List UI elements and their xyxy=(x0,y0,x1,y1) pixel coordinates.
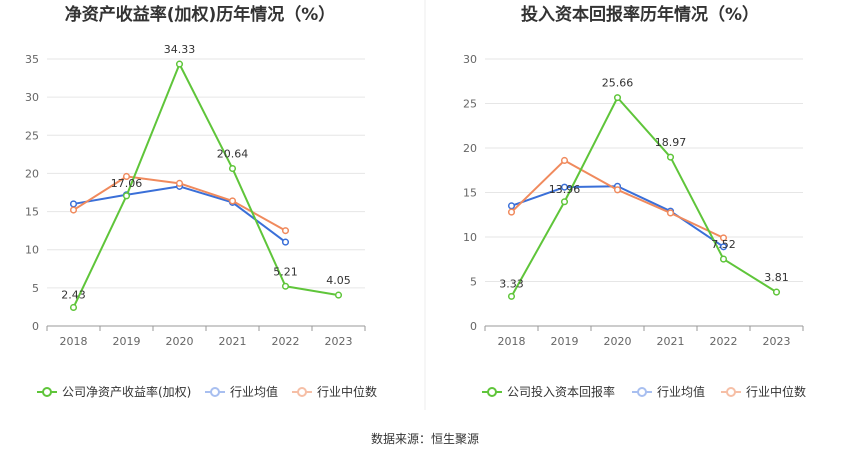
legend-item: 行业中位数 xyxy=(721,384,806,399)
data-label: 7.52 xyxy=(711,238,736,251)
series-line-company xyxy=(72,63,339,308)
legend-swatch-marker xyxy=(42,387,52,397)
legend-swatch-marker xyxy=(297,387,307,397)
y-tick-label: 10 xyxy=(25,244,39,257)
x-tick-label: 2022 xyxy=(710,335,738,348)
data-point xyxy=(69,303,78,312)
data-label: 17.06 xyxy=(111,177,143,190)
x-tick-label: 2018 xyxy=(498,335,526,348)
legend-swatch-marker xyxy=(726,387,736,397)
x-tick-label: 2023 xyxy=(325,335,353,348)
data-point xyxy=(122,192,131,200)
data-point xyxy=(560,156,569,165)
legend-label: 行业均值 xyxy=(657,384,705,399)
x-tick-label: 2021 xyxy=(657,335,685,348)
x-tick-label: 2020 xyxy=(604,335,632,348)
legend-item: 公司投入资本回报率 xyxy=(482,384,615,399)
data-point xyxy=(507,202,516,210)
legend-swatch-marker xyxy=(637,387,647,397)
x-tick-label: 2022 xyxy=(272,335,300,348)
y-tick-label: 10 xyxy=(463,231,477,244)
legend-item: 公司净资产收益率(加权) xyxy=(37,384,191,399)
x-tick-label: 2019 xyxy=(113,335,141,348)
y-tick-label: 5 xyxy=(32,282,39,295)
chart-title: 投入资本回报率历年情况（%） xyxy=(521,4,759,25)
data-point xyxy=(281,227,290,235)
data-point xyxy=(613,186,622,194)
x-tick-label: 2023 xyxy=(763,335,791,348)
y-tick-label: 25 xyxy=(463,98,477,111)
data-point xyxy=(175,179,184,187)
y-tick-label: 20 xyxy=(25,167,39,180)
y-tick-label: 30 xyxy=(463,53,477,66)
data-point xyxy=(560,183,569,191)
legend-label: 公司投入资本回报率 xyxy=(507,384,615,399)
x-tick-label: 2019 xyxy=(551,335,579,348)
legend-item: 行业均值 xyxy=(632,384,705,399)
data-label: 18.97 xyxy=(655,136,687,149)
data-point xyxy=(281,238,290,246)
data-point xyxy=(281,282,290,290)
x-tick-label: 2020 xyxy=(166,335,194,348)
legend-swatch-marker xyxy=(210,387,220,397)
data-label: 20.64 xyxy=(217,148,249,161)
y-tick-label: 5 xyxy=(470,276,477,289)
y-tick-label: 25 xyxy=(25,129,39,142)
chart-panel-2: 投入资本回报率历年情况（%） 0 5 10 15 20 25 30 2018 2019 2020 20… xyxy=(463,4,806,399)
x-tick-label: 2018 xyxy=(60,335,88,348)
data-point xyxy=(175,60,184,68)
y-tick-label: 15 xyxy=(25,206,39,219)
y-tick-label: 0 xyxy=(32,320,39,333)
legend-item: 行业中位数 xyxy=(292,384,377,399)
chart-panel-1: 净资产收益率(加权)历年情况（%） 0 5 10 15 20 25 30 35 2018 2019 2… xyxy=(25,4,377,399)
data-point xyxy=(560,198,569,206)
legend-label: 行业均值 xyxy=(230,384,278,399)
data-point xyxy=(69,200,78,208)
data-label: 13.96 xyxy=(549,183,581,196)
data-label: 3.33 xyxy=(499,277,524,290)
data-point xyxy=(228,197,237,205)
data-label: 3.81 xyxy=(764,271,789,284)
data-point xyxy=(719,234,728,242)
data-label: 25.66 xyxy=(602,77,634,90)
legend-label: 行业中位数 xyxy=(317,384,377,399)
data-point xyxy=(122,172,131,181)
data-point xyxy=(719,243,728,251)
series-line-company xyxy=(510,96,778,297)
data-point xyxy=(507,292,516,300)
data-label: 5.21 xyxy=(273,265,298,278)
y-tick-label: 0 xyxy=(470,320,477,333)
data-label: 4.05 xyxy=(326,274,351,287)
chart-title: 净资产收益率(加权)历年情况（%） xyxy=(65,4,336,25)
legend-label: 行业中位数 xyxy=(746,384,806,399)
y-tick-label: 20 xyxy=(463,142,477,155)
data-label: 34.33 xyxy=(164,43,196,56)
data-point xyxy=(69,206,78,214)
data-label: 2.43 xyxy=(61,288,86,301)
data-point xyxy=(334,291,343,299)
data-point xyxy=(666,153,675,161)
data-point xyxy=(719,255,728,263)
x-tick-label: 2021 xyxy=(219,335,247,348)
legend-label: 公司净资产收益率(加权) xyxy=(62,384,191,399)
data-source-note: 数据来源：恒生聚源 xyxy=(371,431,479,446)
y-tick-label: 35 xyxy=(25,53,39,66)
data-point xyxy=(666,209,675,217)
data-point xyxy=(613,94,622,102)
data-point xyxy=(228,164,237,173)
y-tick-label: 15 xyxy=(463,187,477,200)
data-point xyxy=(507,208,516,216)
data-point xyxy=(772,288,781,296)
legend-swatch-marker xyxy=(487,387,497,397)
y-tick-label: 30 xyxy=(25,91,39,104)
legend-item: 行业均值 xyxy=(205,384,278,399)
